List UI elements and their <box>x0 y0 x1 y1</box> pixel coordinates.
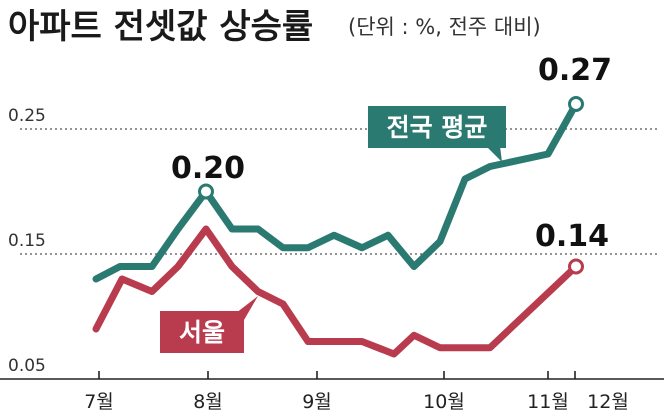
legend-pointer-seoul <box>236 296 258 320</box>
x-tick-label: 12월 <box>587 391 629 413</box>
chart-subtitle: (단위 : %, 전주 대비) <box>348 15 541 39</box>
data-label-national-last: 0.27 <box>538 53 612 88</box>
legend-label-seoul: 서울 <box>179 318 225 347</box>
data-label-seoul-last: 0.14 <box>535 219 609 254</box>
y-tick-label: 0.25 <box>8 106 46 126</box>
x-axis: 7월 8월 9월 10월 11월 12월 <box>0 371 664 413</box>
y-tick-label: 0.05 <box>8 356 46 376</box>
x-tick-label: 9월 <box>302 391 332 413</box>
series-line-seoul <box>92 225 580 358</box>
grid <box>20 128 660 255</box>
marker-national-last <box>568 96 584 112</box>
series-line-national <box>92 100 580 283</box>
x-tick-label: 7월 <box>84 391 114 413</box>
x-tick-label: 10월 <box>423 391 465 413</box>
x-tick-label: 8월 <box>193 391 223 413</box>
marker-seoul-last <box>568 258 584 275</box>
y-axis: 0.25 0.15 0.05 <box>8 106 46 376</box>
x-tick-label: 11월 <box>527 391 569 413</box>
legend-label-national: 전국 평균 <box>387 113 488 142</box>
data-label-national-peak: 0.20 <box>171 151 245 186</box>
y-tick-label: 0.15 <box>8 231 46 251</box>
legend-pointer-national <box>486 146 502 162</box>
legend-box-national <box>368 106 506 148</box>
legend-box-seoul <box>160 311 244 353</box>
chart-title: 아파트 전셋값 상승률 <box>8 7 313 47</box>
marker-national-peak <box>198 183 214 200</box>
series-group <box>92 96 584 358</box>
